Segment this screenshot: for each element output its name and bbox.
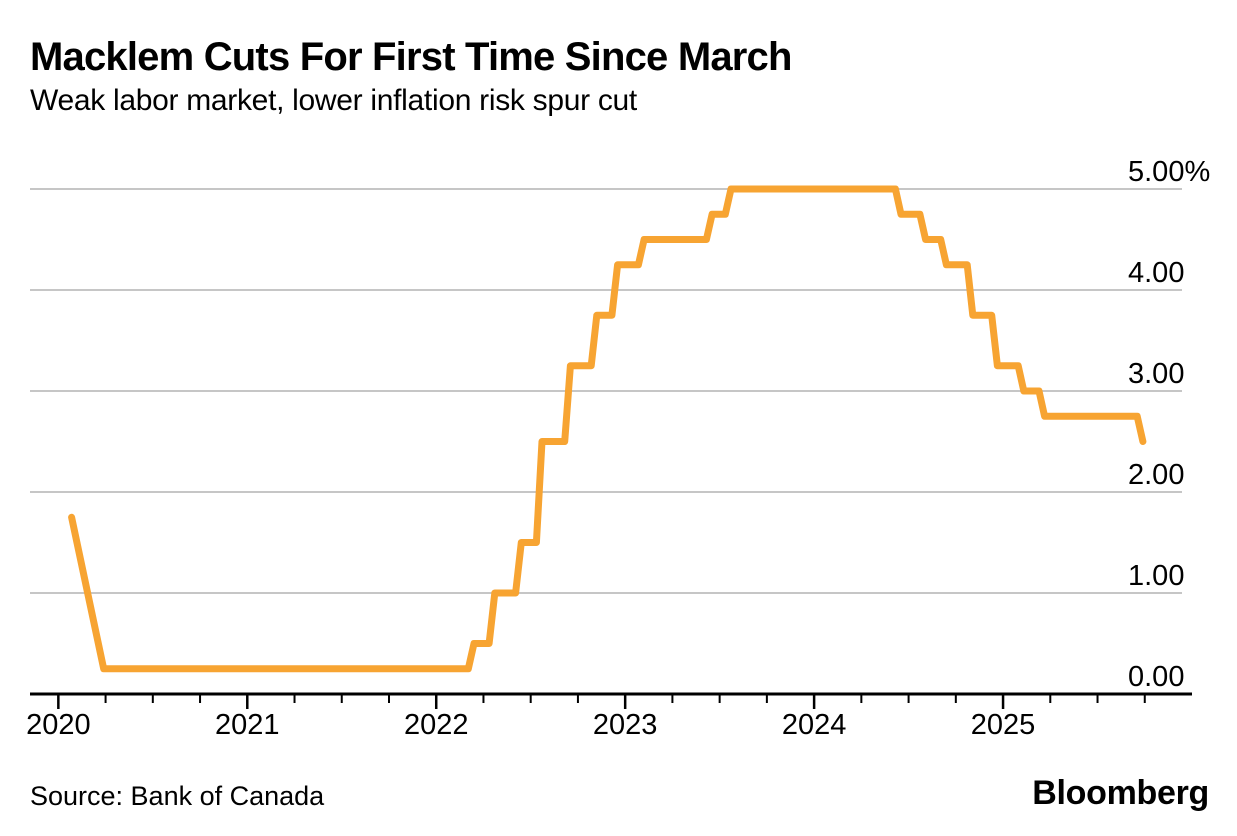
chart-title: Macklem Cuts For First Time Since March xyxy=(30,35,792,79)
chart-subtitle: Weak labor market, lower inflation risk … xyxy=(30,84,637,117)
x-axis-label: 2024 xyxy=(782,709,847,741)
x-axis-label: 2021 xyxy=(215,709,280,741)
x-axis-label: 2020 xyxy=(26,709,91,741)
x-axis-label: 2022 xyxy=(404,709,469,741)
x-axis-label: 2023 xyxy=(593,709,658,741)
y-axis-label: 4.00 xyxy=(1128,257,1184,289)
bloomberg-logo: Bloomberg xyxy=(1032,774,1209,812)
source-label: Source: Bank of Canada xyxy=(30,781,325,811)
y-axis-label: 0.00 xyxy=(1128,661,1184,693)
y-axis-label: 5.00% xyxy=(1128,156,1210,188)
rate-line xyxy=(68,185,1147,673)
y-axis-label: 1.00 xyxy=(1128,560,1184,592)
x-axis-label: 2025 xyxy=(971,709,1036,741)
y-axis-label: 2.00 xyxy=(1128,459,1184,491)
y-axis-label: 3.00 xyxy=(1128,358,1184,390)
